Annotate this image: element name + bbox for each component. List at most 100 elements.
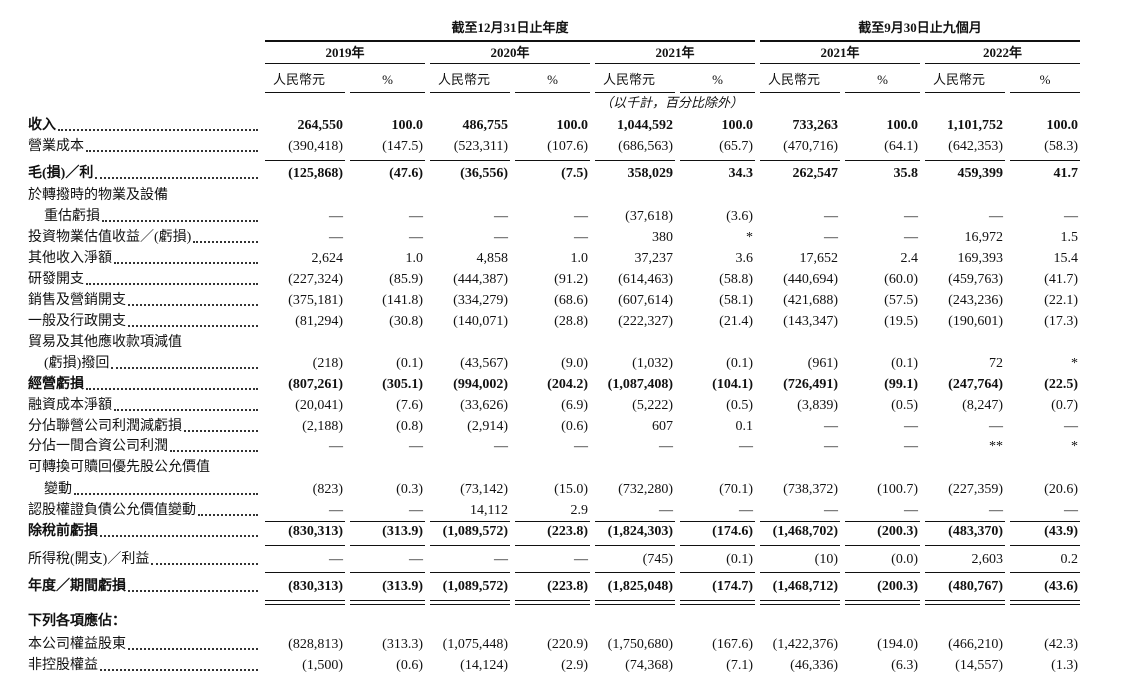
rule (680, 92, 755, 93)
cell-value: — (824, 439, 838, 454)
cell-value: 2.4 (900, 251, 919, 266)
row-label: 可轉換可贖回優先股公允價值 (28, 459, 262, 477)
cell-value: — (494, 230, 508, 245)
leader-dots (151, 563, 258, 565)
row-label: 投資物業估值收益／(虧損) (28, 229, 262, 247)
label-text: 營業成本 (28, 139, 84, 154)
year-header: 2020年 (490, 45, 530, 60)
group-header: 截至9月30日止九個月 (858, 20, 982, 35)
rule (845, 92, 920, 93)
rule (925, 600, 1005, 601)
rule (430, 604, 510, 605)
unit-header: 人民幣元 (273, 72, 326, 87)
year-header: 2021年 (820, 45, 860, 60)
cell-value: (14,124) (460, 658, 508, 673)
rule (760, 160, 840, 161)
cell-value: 2,603 (971, 552, 1004, 567)
unit-header: 人民幣元 (603, 72, 656, 87)
cell-value: 100.0 (886, 118, 919, 133)
rule (845, 600, 920, 601)
cell-value: — (1064, 503, 1078, 518)
unit-header: % (1039, 72, 1051, 87)
rule (515, 572, 590, 573)
cell-value: 459,399 (957, 166, 1004, 181)
cell-value: (85.9) (389, 272, 423, 287)
rule (265, 92, 345, 93)
cell-value: (0.7) (1051, 398, 1078, 413)
cell-value: 486,755 (462, 118, 509, 133)
rule (845, 604, 920, 605)
row-label: 所得稅(開支)／利益 (28, 551, 262, 569)
rule (680, 521, 755, 522)
cell-value: (218) (312, 356, 343, 371)
cell-value: (20,041) (295, 398, 343, 413)
cell-value: (0.5) (726, 398, 753, 413)
cell-value: (0.1) (396, 356, 423, 371)
row-label: 毛(損)／利 (28, 165, 262, 183)
cell-value: (73,142) (460, 482, 508, 497)
label-text: 銷售及營銷開支 (28, 293, 126, 308)
cell-value: (1,089,572) (442, 524, 508, 539)
label-text: (虧損)撥回 (44, 356, 110, 371)
cell-value: — (1064, 209, 1078, 224)
cell-value: (9.0) (561, 356, 588, 371)
rule (350, 160, 425, 161)
unit-header: % (877, 72, 888, 87)
cell-value: (99.1) (884, 377, 918, 392)
row-label: 重估虧損 (44, 208, 262, 226)
row-label: 年度／期間虧損 (28, 578, 262, 596)
cell-value: 16,972 (964, 230, 1004, 245)
rule (680, 600, 755, 601)
rule (430, 521, 510, 522)
cell-value: (125,868) (288, 166, 343, 181)
cell-value: (174.6) (712, 524, 753, 539)
cell-value: — (409, 503, 423, 518)
cell-value: (47.6) (389, 166, 423, 181)
rule (515, 160, 590, 161)
cell-value: (0.6) (561, 419, 588, 434)
cell-value: (0.3) (396, 482, 423, 497)
label-text: 收入 (28, 118, 56, 133)
cell-value: (830,313) (288, 524, 343, 539)
cell-value: (43.9) (1044, 524, 1078, 539)
cell-value: (190,601) (948, 314, 1003, 329)
row-label: 收入 (28, 117, 262, 135)
leader-dots (58, 129, 258, 131)
cell-value: 37,237 (634, 251, 674, 266)
label-text: 變動 (44, 482, 72, 497)
rule (265, 572, 345, 573)
rule (760, 521, 840, 522)
cell-value: — (904, 209, 918, 224)
cell-value: (0.0) (891, 552, 918, 567)
cell-value: (2,188) (302, 419, 343, 434)
cell-value: — (329, 552, 343, 567)
label-text: 研發開支 (28, 272, 84, 287)
cell-value: — (824, 503, 838, 518)
cell-value: (1,075,448) (442, 637, 508, 652)
cell-value: (305.1) (382, 377, 423, 392)
label-text: 重估虧損 (44, 209, 100, 224)
cell-value: (104.1) (712, 377, 753, 392)
rule (845, 160, 920, 161)
cell-value: — (574, 230, 588, 245)
cell-value: (480,767) (948, 579, 1003, 594)
rule (1010, 572, 1080, 573)
unit-header: % (547, 72, 558, 87)
cell-value: (220.9) (547, 637, 588, 652)
cell-value: 1.0 (405, 251, 424, 266)
row-label: 經營虧損 (28, 376, 262, 394)
cell-value: (43.6) (1044, 579, 1078, 594)
cell-value: * (1071, 356, 1078, 371)
leader-dots (95, 177, 258, 179)
cell-value: 17,652 (799, 251, 839, 266)
row-label: 一般及行政開支 (28, 313, 262, 331)
cell-value: 1.5 (1060, 230, 1079, 245)
cell-value: (390,418) (288, 139, 343, 154)
cell-value: 1,101,752 (947, 118, 1003, 133)
cell-value: 100.0 (1046, 118, 1079, 133)
cell-value: — (739, 439, 753, 454)
cell-value: (200.3) (877, 579, 918, 594)
cell-value: 0.1 (735, 419, 754, 434)
row-label: 本公司權益股東 (28, 636, 262, 654)
cell-value: (37,618) (625, 209, 673, 224)
